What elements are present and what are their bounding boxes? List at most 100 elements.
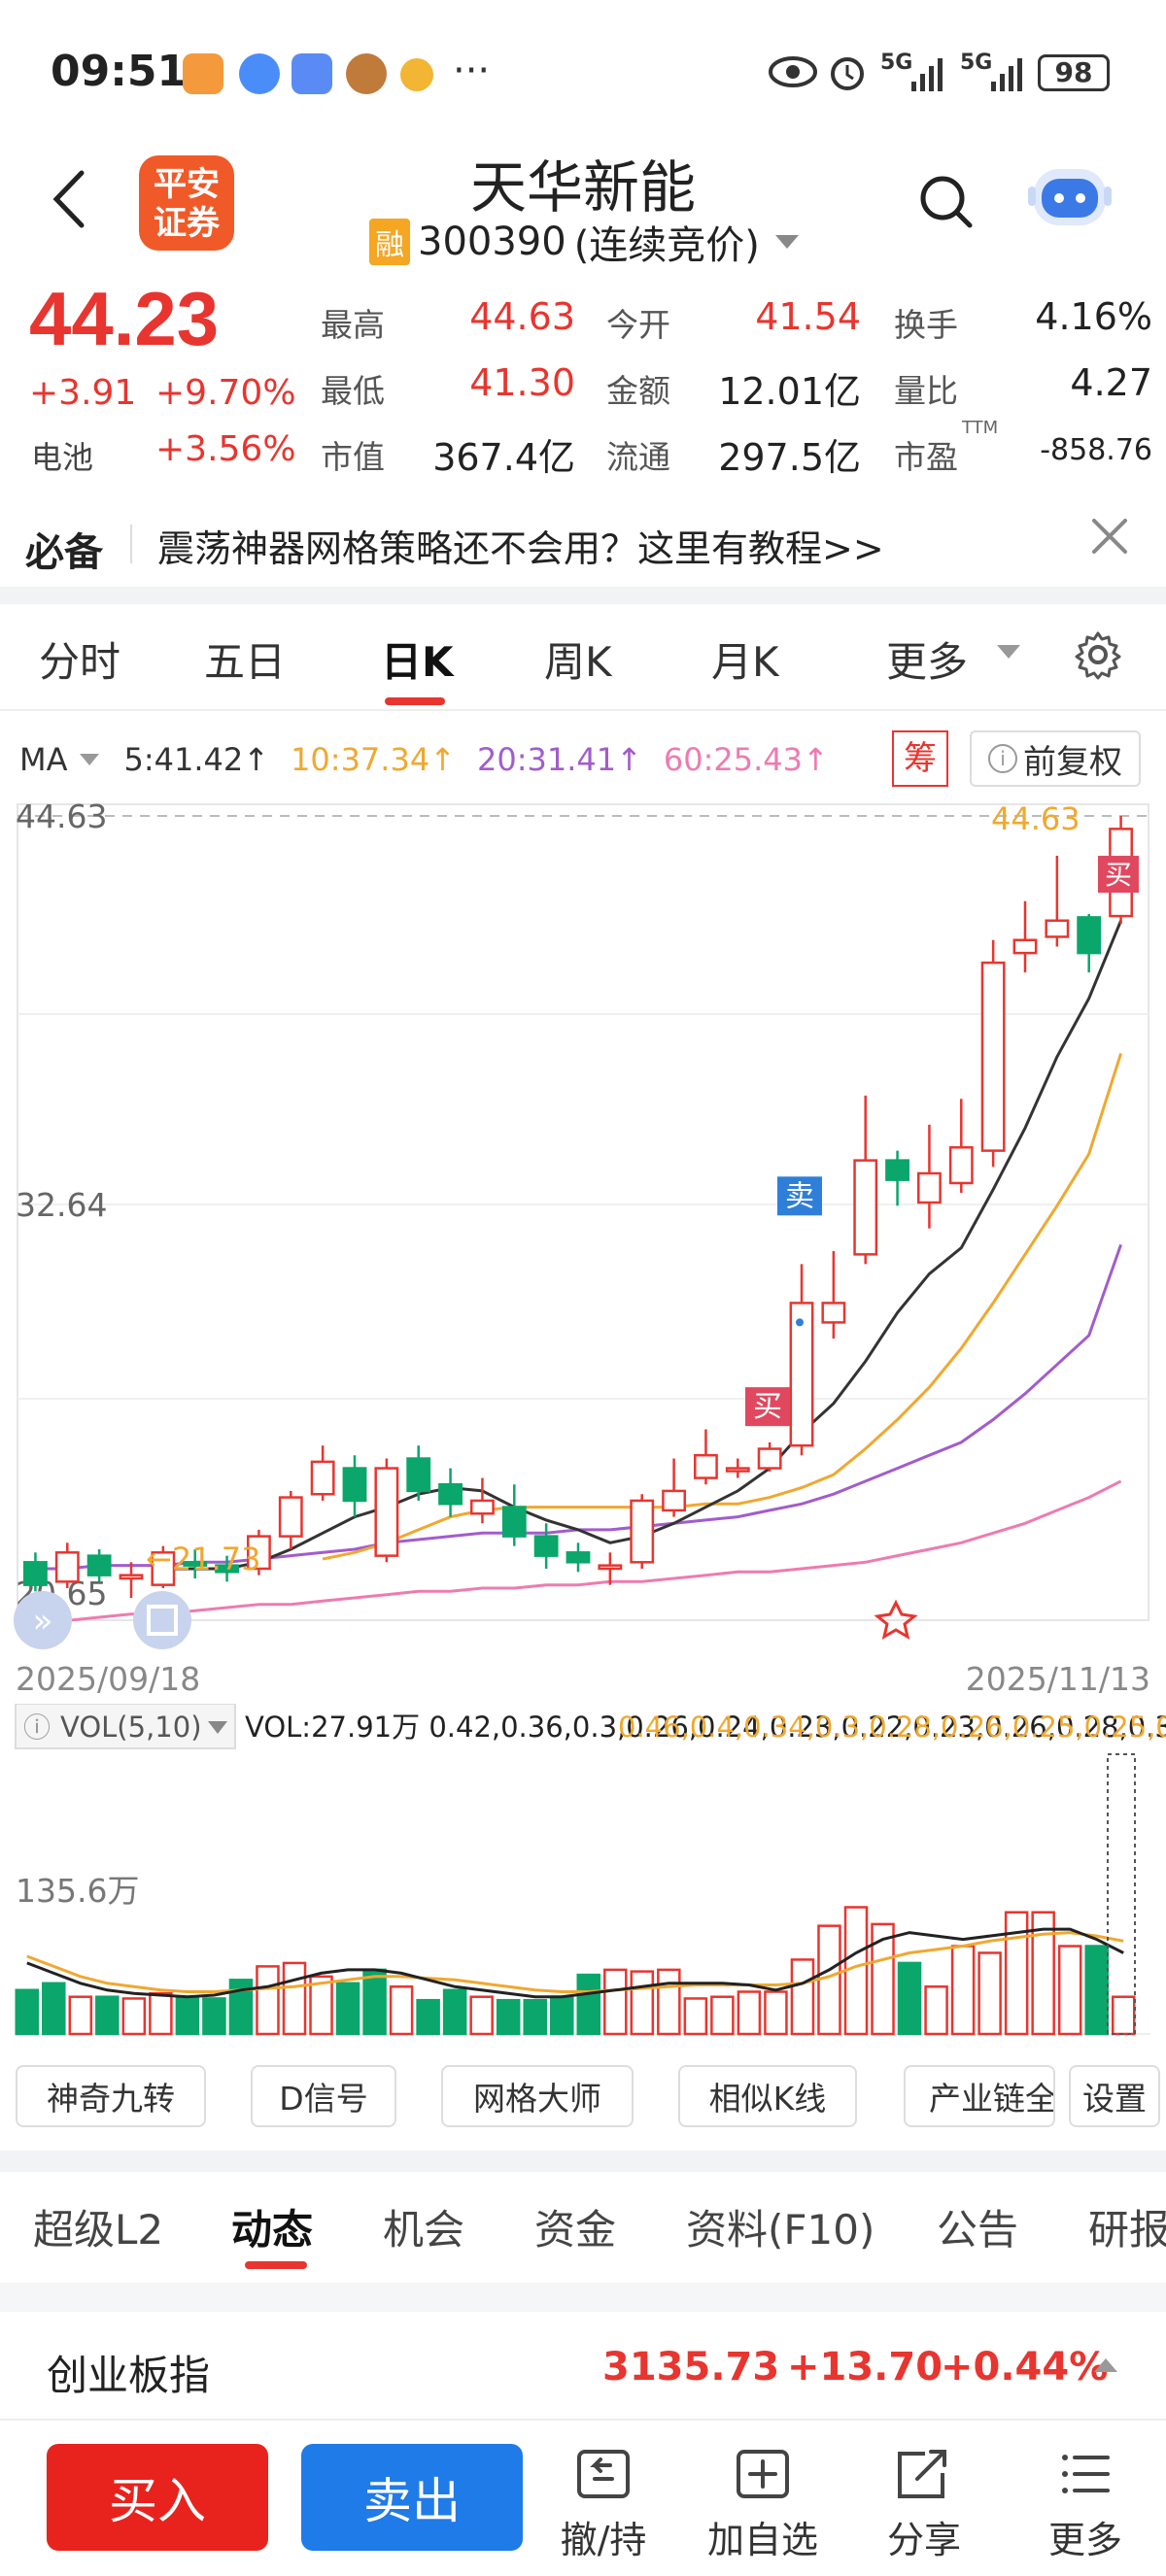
- candle-body: [662, 1489, 686, 1512]
- tool-chip[interactable]: D信号: [251, 2065, 396, 2127]
- tool-chip[interactable]: 相似K线: [678, 2065, 857, 2127]
- quote-field-value: 41.30: [469, 361, 575, 404]
- chevron-down-icon: [774, 235, 799, 249]
- section-tab[interactable]: 机会: [383, 2206, 465, 2254]
- candle-body: [1045, 919, 1070, 938]
- tabs-divider: [0, 709, 1166, 711]
- low-marker-label: ←21.73: [146, 1541, 260, 1577]
- tool-chip[interactable]: 产业链全: [904, 2065, 1055, 2127]
- period-tab[interactable]: 月K: [711, 638, 779, 686]
- candlestick-chart[interactable]: 44.6332.6420.6544.63←21.73卖买买»2025/09/18…: [0, 793, 1166, 1696]
- buy-button[interactable]: 买入: [47, 2444, 268, 2551]
- section-tab-indicator: [245, 2261, 307, 2269]
- volume-bar: [282, 1961, 307, 2036]
- section-tab[interactable]: 资料(F10): [686, 2206, 875, 2254]
- sell-marker: 卖: [785, 1179, 814, 1213]
- volume-bar: [764, 1990, 788, 2036]
- adjust-selector[interactable]: i 前复权: [970, 730, 1141, 787]
- search-icon[interactable]: [917, 173, 976, 231]
- banner-text[interactable]: 震荡神器网格策略还不会用？这里有教程>>: [157, 527, 884, 570]
- candle-body: [342, 1467, 367, 1503]
- volume-bar: [710, 1995, 735, 2036]
- candle-body: [1012, 938, 1038, 955]
- ma60-line: [35, 1479, 1122, 1622]
- volume-chart[interactable]: ⓘ VOL(5,10) VOL:27.91万 0.42,0.36,0.3,0.26,…: [0, 1704, 1166, 2053]
- share-icon: [898, 2450, 946, 2498]
- period-tab[interactable]: 更多: [886, 638, 969, 686]
- candle-body: [725, 1467, 750, 1473]
- ma-legend[interactable]: MA 5:41.42↑ 10:37.34↑ 20:31.41↑ 60:25.43…: [19, 738, 829, 781]
- logo-line-2: 证券: [154, 204, 220, 243]
- candle-body: [598, 1564, 623, 1571]
- ai-assistant-icon[interactable]: [1026, 161, 1114, 231]
- period-tab[interactable]: 分时: [39, 638, 121, 686]
- period-tab[interactable]: 五日: [204, 638, 287, 686]
- candle-body: [183, 1561, 208, 1567]
- network-label-2: 5G: [960, 51, 993, 75]
- close-icon[interactable]: [1088, 515, 1131, 558]
- sell-button[interactable]: 卖出: [301, 2444, 523, 2551]
- section-tab[interactable]: 资金: [534, 2206, 617, 2254]
- period-tab[interactable]: 周K: [544, 638, 612, 686]
- section-tab[interactable]: 动态: [231, 2206, 314, 2254]
- sell-marker-bg: [777, 1176, 822, 1216]
- tool-chip[interactable]: 神奇九转: [16, 2065, 206, 2127]
- chip-distribution-button[interactable]: 筹: [892, 730, 948, 787]
- quote-field-label: 最低: [321, 372, 385, 410]
- section-tab[interactable]: 研报: [1088, 2206, 1166, 2254]
- signal-icon-2: [991, 58, 1022, 91]
- y-tick-label: 32.64: [16, 1186, 107, 1224]
- stock-code-selector[interactable]: 融 300390 (连续竞价): [369, 218, 799, 268]
- quote-field-label: 市值: [321, 438, 385, 476]
- volume-bar: [657, 1968, 681, 2036]
- app-icon-4: [346, 53, 387, 94]
- settings-chip[interactable]: 设置: [1069, 2065, 1160, 2127]
- battery-icon: 98: [1038, 54, 1110, 91]
- broker-logo: 平安 证券: [139, 155, 234, 251]
- eye-icon: [769, 56, 817, 87]
- gear-icon[interactable]: [1073, 629, 1123, 680]
- cancel-hold-icon: [577, 2450, 630, 2498]
- quote-field-value: 44.63: [469, 295, 575, 338]
- section-tab[interactable]: 超级L2: [33, 2206, 164, 2254]
- candle-body: [757, 1447, 782, 1470]
- period-tab[interactable]: 日K: [381, 638, 454, 686]
- candle-body: [501, 1506, 527, 1538]
- candle-body: [948, 1146, 974, 1185]
- ma5-line: [162, 920, 1122, 1571]
- quote-field-label: 流通: [606, 438, 670, 476]
- volume-bar: [335, 1982, 360, 2036]
- stock-name[interactable]: 天华新能: [469, 154, 696, 220]
- expand-up-icon[interactable]: [1094, 2358, 1117, 2372]
- candle-body: [438, 1482, 463, 1506]
- adjust-label: 前复权: [1023, 742, 1122, 782]
- volume-bar: [175, 1995, 200, 2036]
- price-change: +3.91: [29, 373, 137, 413]
- volume-bar: [1111, 1995, 1136, 2036]
- volume-bar: [977, 1951, 1002, 2036]
- volume-bar: [737, 1990, 762, 2036]
- buy-marker-bg: [1098, 856, 1139, 894]
- candle-body: [630, 1499, 655, 1564]
- cancel-hold-button[interactable]: 撤/持: [540, 2448, 667, 2563]
- section-tab[interactable]: 公告: [937, 2206, 1019, 2254]
- tool-chip[interactable]: 网格大师: [441, 2065, 634, 2127]
- app-icon-2: [239, 53, 280, 94]
- index-row[interactable]: [0, 2312, 1166, 2421]
- share-button[interactable]: 分享: [861, 2448, 987, 2563]
- add-watchlist-button[interactable]: 加自选: [700, 2448, 826, 2563]
- index-value: 3135.73: [602, 2345, 780, 2390]
- more-button[interactable]: 更多: [1022, 2448, 1149, 2563]
- volume-bar: [442, 1988, 467, 2036]
- back-icon[interactable]: [47, 165, 93, 233]
- alarm-icon: [831, 57, 864, 90]
- candle-body: [278, 1496, 303, 1538]
- volume-bar: [228, 1979, 254, 2036]
- vol-indicator-label: VOL(5,10): [60, 1711, 202, 1744]
- logo-line-1: 平安: [154, 165, 220, 204]
- candle-body: [917, 1171, 942, 1204]
- volume-bar: [630, 1970, 655, 2036]
- quote-field-value: -858.76: [1040, 433, 1152, 467]
- sector-name[interactable]: 电池: [31, 439, 94, 476]
- volume-bar: [202, 1997, 226, 2036]
